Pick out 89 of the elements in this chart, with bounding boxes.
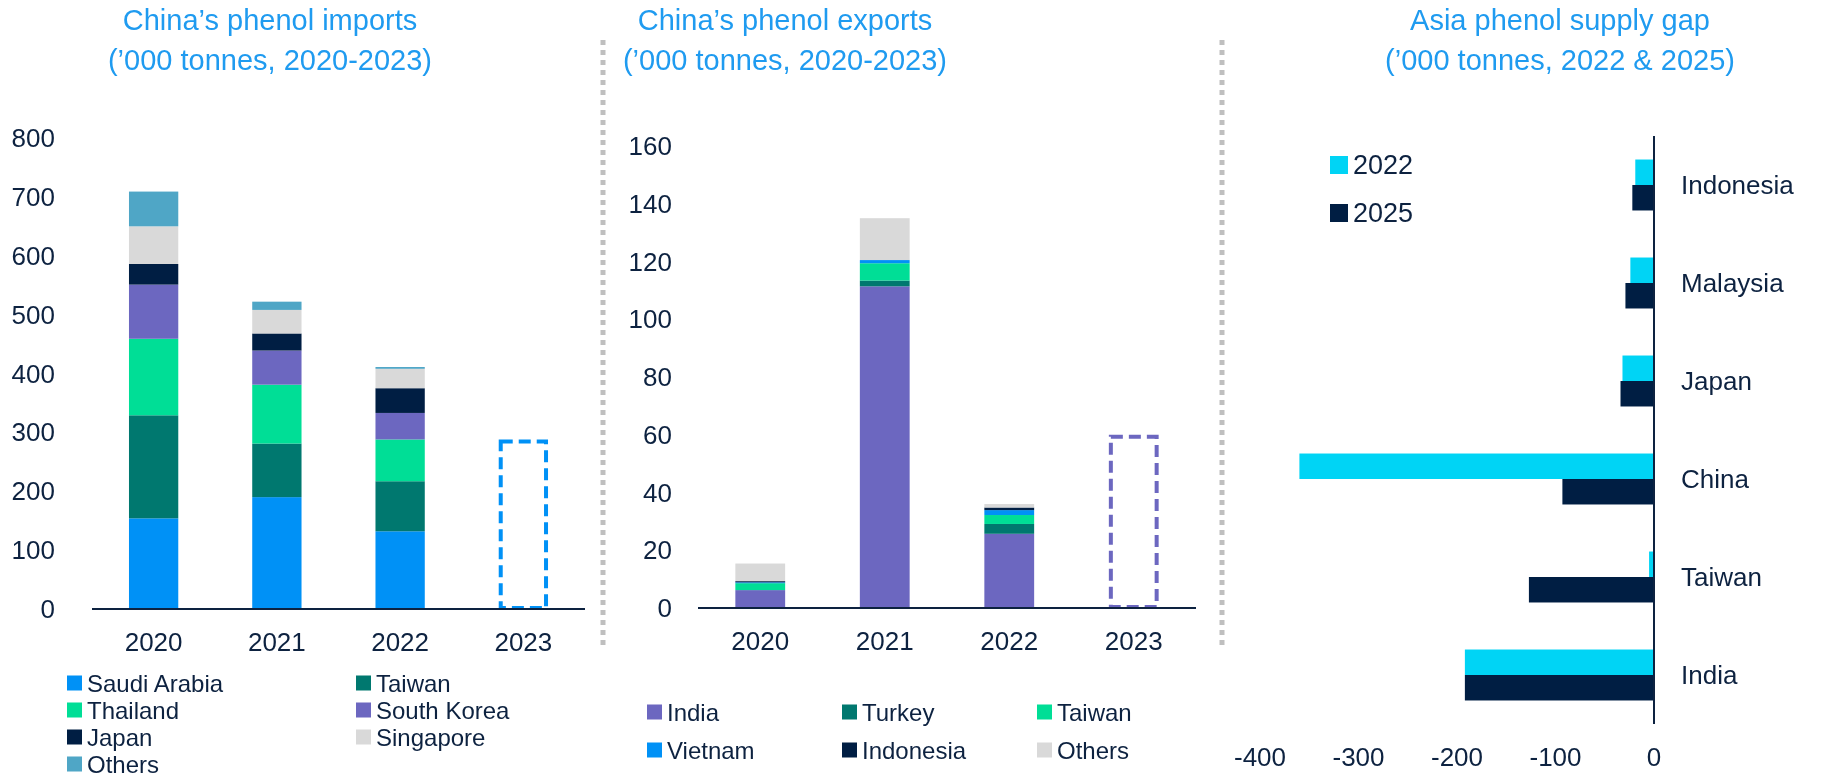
y-tick-label: 120 [628, 246, 672, 277]
legend-label: Taiwan [1057, 698, 1132, 726]
chart-title: China’s phenol imports [122, 4, 418, 36]
legend-label: South Korea [376, 696, 511, 724]
x-tick-label: -300 [1332, 742, 1385, 772]
y-tick-label: 200 [11, 476, 55, 507]
legend-label: Turkey [862, 698, 935, 726]
bar [128, 338, 179, 416]
x-tick-label: 2022 [980, 626, 1039, 656]
bar [252, 350, 302, 385]
bar [252, 301, 302, 310]
bar [128, 191, 179, 227]
legend-label: 2022 [1353, 150, 1414, 180]
y-tick-label: India [1681, 660, 1738, 690]
legend-label: India [667, 698, 720, 726]
y-tick-label: 60 [643, 419, 672, 450]
x-tick-label: 2022 [371, 627, 430, 657]
bar [375, 368, 425, 389]
bar [859, 260, 910, 264]
y-tick-label: 700 [11, 181, 55, 212]
x-tick-label: -400 [1233, 742, 1287, 772]
x-tick-label: 2023 [1104, 626, 1163, 656]
bar [984, 523, 1035, 534]
y-tick-label: China [1681, 464, 1750, 494]
y-tick-label: 0 [657, 593, 672, 623]
bar [128, 415, 179, 519]
bar [128, 263, 179, 285]
y-tick-label: 300 [11, 417, 55, 448]
y-tick-label: 400 [11, 358, 55, 389]
chart-title: China’s phenol exports [637, 4, 933, 36]
x-tick-label: -200 [1430, 742, 1484, 772]
legend-label: Thailand [87, 696, 180, 724]
bar [252, 333, 302, 351]
y-tick-label: 800 [11, 123, 55, 153]
bar [252, 443, 302, 498]
y-tick-label: 600 [11, 240, 55, 271]
bar [735, 583, 786, 591]
bar [984, 533, 1035, 608]
bar [128, 226, 179, 264]
bar [375, 388, 425, 413]
y-tick-label: 140 [628, 188, 672, 219]
x-tick-label: 0 [1646, 742, 1662, 772]
legend-label: Vietnam [667, 736, 755, 764]
x-tick-label: 2021 [247, 627, 306, 657]
bar [252, 497, 302, 609]
legend-label: 2025 [1353, 198, 1414, 228]
bar [859, 286, 910, 608]
y-tick-label: 100 [628, 304, 672, 335]
legend-label: Saudi Arabia [87, 669, 224, 697]
bar [859, 263, 910, 281]
y-tick-label: Japan [1681, 366, 1752, 396]
bar [375, 412, 425, 440]
x-tick-label: 2021 [855, 626, 914, 656]
y-tick-label: 0 [40, 594, 55, 624]
y-tick-label: 40 [643, 477, 672, 508]
legend-label: Taiwan [376, 669, 451, 697]
x-tick-label: 2020 [124, 627, 183, 657]
legend-label: Indonesia [862, 736, 967, 764]
bar [375, 531, 425, 609]
legend-label: Others [87, 750, 160, 778]
legend-label: Others [1057, 736, 1130, 764]
y-tick-label: 20 [643, 535, 672, 566]
bar [252, 309, 302, 334]
x-tick-label: -100 [1529, 742, 1582, 772]
legend-label: Japan [87, 723, 153, 751]
y-tick-label: 160 [628, 131, 672, 161]
bar [375, 481, 425, 532]
bar [375, 439, 425, 482]
chart-title: Asia phenol supply gap [1410, 4, 1710, 36]
y-tick-label: Indonesia [1681, 170, 1795, 200]
chart-subtitle: (’000 tonnes, 2020-2023) [622, 44, 948, 76]
y-tick-label: Taiwan [1681, 562, 1762, 592]
x-tick-label: 2023 [494, 627, 553, 657]
bar [128, 518, 179, 609]
bar [128, 284, 179, 339]
y-tick-label: 80 [643, 362, 672, 392]
legend-label: Singapore [376, 723, 486, 751]
bar [859, 218, 910, 261]
chart-subtitle: (’000 tonnes, 2020-2023) [107, 44, 433, 76]
bar [735, 563, 786, 582]
bar [735, 590, 786, 608]
bar [984, 515, 1035, 524]
bar [252, 384, 302, 444]
y-tick-label: Malaysia [1681, 268, 1785, 298]
x-tick-label: 2020 [731, 626, 790, 656]
bar [984, 510, 1035, 516]
y-tick-label: 500 [11, 299, 55, 330]
chart-subtitle: (’000 tonnes, 2022 & 2025) [1385, 44, 1735, 76]
y-tick-label: 100 [11, 535, 55, 566]
